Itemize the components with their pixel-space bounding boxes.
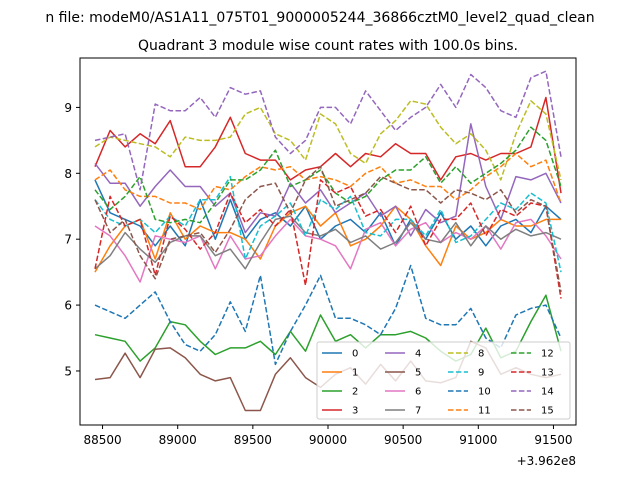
legend-label-0: 0 bbox=[352, 349, 358, 360]
y-tick-label: 7 bbox=[64, 233, 72, 247]
legend-label-3: 3 bbox=[352, 406, 358, 417]
legend-label-1: 1 bbox=[352, 368, 358, 379]
x-tick-label: 91000 bbox=[459, 433, 497, 447]
chart-suptitle: n file: modeM0/AS1A11_075T01_9000005244_… bbox=[45, 10, 594, 26]
series-line-9 bbox=[94, 175, 562, 273]
legend-label-7: 7 bbox=[415, 406, 421, 417]
y-tick-label: 5 bbox=[64, 364, 72, 378]
series-line-10 bbox=[94, 264, 562, 366]
series-line-8 bbox=[94, 100, 562, 181]
series-line-3 bbox=[94, 96, 562, 194]
series-line-15 bbox=[94, 165, 562, 293]
y-tick-label: 6 bbox=[64, 299, 72, 313]
x-tick-label: 90000 bbox=[309, 433, 347, 447]
y-tick-label: 9 bbox=[64, 101, 72, 115]
legend-label-2: 2 bbox=[352, 387, 358, 398]
y-tick-label: 8 bbox=[64, 167, 72, 181]
x-tick-label: 91500 bbox=[534, 433, 572, 447]
legend-label-14: 14 bbox=[541, 387, 554, 398]
series-line-4 bbox=[94, 123, 562, 237]
x-tick-label: 88500 bbox=[83, 433, 121, 447]
legend-label-8: 8 bbox=[478, 349, 484, 360]
legend-box bbox=[316, 341, 571, 420]
series-line-1 bbox=[94, 205, 561, 273]
legend-label-12: 12 bbox=[541, 349, 554, 360]
legend-label-9: 9 bbox=[478, 368, 484, 379]
legend-label-6: 6 bbox=[415, 387, 421, 398]
y-axis: 5 6 7 8 9 bbox=[64, 101, 80, 378]
x-offset-label: +3.962e8 bbox=[517, 454, 576, 468]
series-line-14 bbox=[94, 70, 562, 191]
legend-label-13: 13 bbox=[541, 368, 554, 379]
chart-title: Quadrant 3 module wise count rates with … bbox=[138, 38, 518, 54]
series-line-11 bbox=[94, 152, 562, 211]
legend-label-10: 10 bbox=[478, 387, 491, 398]
x-axis: 88500 89000 89500 90000 90500 91000 91500 bbox=[83, 425, 573, 447]
legend-label-15: 15 bbox=[541, 406, 554, 417]
x-tick-label: 89500 bbox=[234, 433, 272, 447]
x-tick-label: 90500 bbox=[384, 433, 422, 447]
legend-label-4: 4 bbox=[415, 349, 421, 360]
legend-label-5: 5 bbox=[415, 368, 421, 379]
series-line-2 bbox=[94, 294, 562, 362]
legend-label-11: 11 bbox=[478, 406, 491, 417]
series-line-12 bbox=[94, 126, 562, 224]
x-tick-label: 89000 bbox=[159, 433, 197, 447]
